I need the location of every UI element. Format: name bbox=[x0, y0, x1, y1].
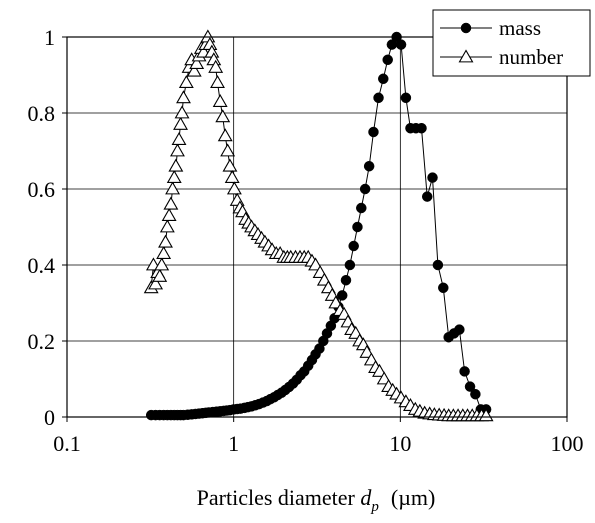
data-point-number bbox=[229, 192, 245, 206]
data-point-mass bbox=[336, 290, 348, 301]
data-point-number bbox=[359, 344, 375, 358]
data-point-mass bbox=[416, 122, 427, 134]
data-point-number bbox=[222, 158, 238, 172]
legend-entry-number: number bbox=[440, 45, 563, 69]
data-point-number bbox=[178, 74, 194, 89]
data-point-number bbox=[372, 363, 387, 377]
data-point-mass bbox=[378, 73, 389, 85]
data-point-mass bbox=[438, 282, 449, 294]
data-point-number bbox=[166, 169, 182, 184]
data-point-mass bbox=[348, 240, 359, 252]
legend-label: mass bbox=[499, 16, 541, 40]
x-tick-label: 1 bbox=[228, 431, 239, 456]
data-point-number bbox=[152, 268, 168, 282]
data-point-number bbox=[173, 116, 188, 130]
data-point-number bbox=[215, 109, 231, 123]
data-point-mass bbox=[368, 126, 379, 138]
data-point-mass bbox=[427, 172, 438, 183]
data-point-mass bbox=[359, 183, 371, 195]
data-point-number bbox=[148, 276, 164, 290]
legend-box bbox=[432, 9, 591, 77]
data-point-number bbox=[158, 234, 173, 248]
plot-area bbox=[66, 36, 568, 418]
series-mass bbox=[145, 31, 492, 421]
y-tick-label: 1 bbox=[44, 25, 55, 50]
x-axis-label-prefix: Particles diameter bbox=[197, 485, 361, 510]
data-point-mass bbox=[344, 259, 356, 271]
data-point-number bbox=[165, 181, 181, 195]
x-tick-label: 100 bbox=[551, 431, 584, 456]
data-point-number bbox=[220, 143, 236, 157]
data-point-number bbox=[176, 90, 191, 104]
data-point-mass bbox=[356, 202, 367, 214]
data-point-mass bbox=[352, 221, 363, 233]
data-point-number bbox=[170, 143, 185, 157]
x-tick-label: 0.1 bbox=[53, 431, 81, 456]
tick-labels: 0 0.2 0.4 0.6 0.8 1 0.1 1 10 100 bbox=[28, 25, 584, 456]
y-tick-label: 0.4 bbox=[28, 253, 56, 278]
data-point-number bbox=[478, 408, 494, 422]
data-point-number bbox=[226, 181, 242, 195]
data-point-mass bbox=[454, 324, 465, 335]
data-point-number bbox=[217, 128, 233, 142]
legend-marker-mass bbox=[460, 22, 472, 34]
x-axis-label-symbol: d bbox=[360, 485, 372, 510]
data-point-number bbox=[208, 59, 224, 73]
data-point-number bbox=[163, 196, 179, 210]
data-point-number bbox=[186, 63, 202, 77]
data-point-mass bbox=[340, 274, 352, 286]
y-tick-label: 0 bbox=[44, 405, 55, 430]
legend-marker-number bbox=[458, 49, 474, 63]
data-point-mass bbox=[400, 92, 412, 104]
data-point-number bbox=[171, 131, 187, 146]
data-point-mass bbox=[432, 259, 444, 271]
data-point-mass bbox=[382, 54, 393, 66]
data-point-mass bbox=[459, 366, 470, 377]
y-tick-label: 0.6 bbox=[28, 177, 56, 202]
legend: mass number bbox=[432, 9, 591, 77]
series-layer bbox=[143, 29, 494, 422]
data-point-number bbox=[154, 257, 170, 271]
data-point-number bbox=[224, 169, 240, 184]
x-tick-label: 10 bbox=[389, 431, 411, 456]
data-point-mass bbox=[373, 92, 384, 104]
legend-entry-mass: mass bbox=[440, 16, 541, 40]
data-point-number bbox=[200, 29, 216, 43]
data-point-number bbox=[168, 158, 184, 172]
data-point-mass bbox=[395, 39, 407, 50]
data-point-number bbox=[212, 93, 228, 108]
x-axis-label-unit: (µm) bbox=[391, 485, 435, 510]
x-axis-label: Particles diameter dp (µm) bbox=[197, 485, 436, 515]
data-point-mass bbox=[421, 191, 433, 202]
data-point-number bbox=[210, 74, 225, 89]
series-number bbox=[143, 29, 494, 422]
data-point-number bbox=[159, 219, 175, 233]
data-point-mass bbox=[464, 381, 476, 392]
data-point-number bbox=[156, 245, 172, 260]
data-point-number bbox=[308, 257, 324, 271]
data-point-number bbox=[189, 55, 205, 70]
data-point-mass bbox=[470, 388, 481, 400]
data-point-number bbox=[161, 207, 177, 222]
data-point-mass bbox=[363, 160, 375, 172]
y-tick-label: 0.8 bbox=[28, 101, 56, 126]
legend-label: number bbox=[499, 45, 563, 69]
y-tick-label: 0.2 bbox=[28, 329, 56, 354]
data-point-number bbox=[174, 105, 190, 119]
x-axis-label-subscript: p bbox=[370, 499, 379, 515]
